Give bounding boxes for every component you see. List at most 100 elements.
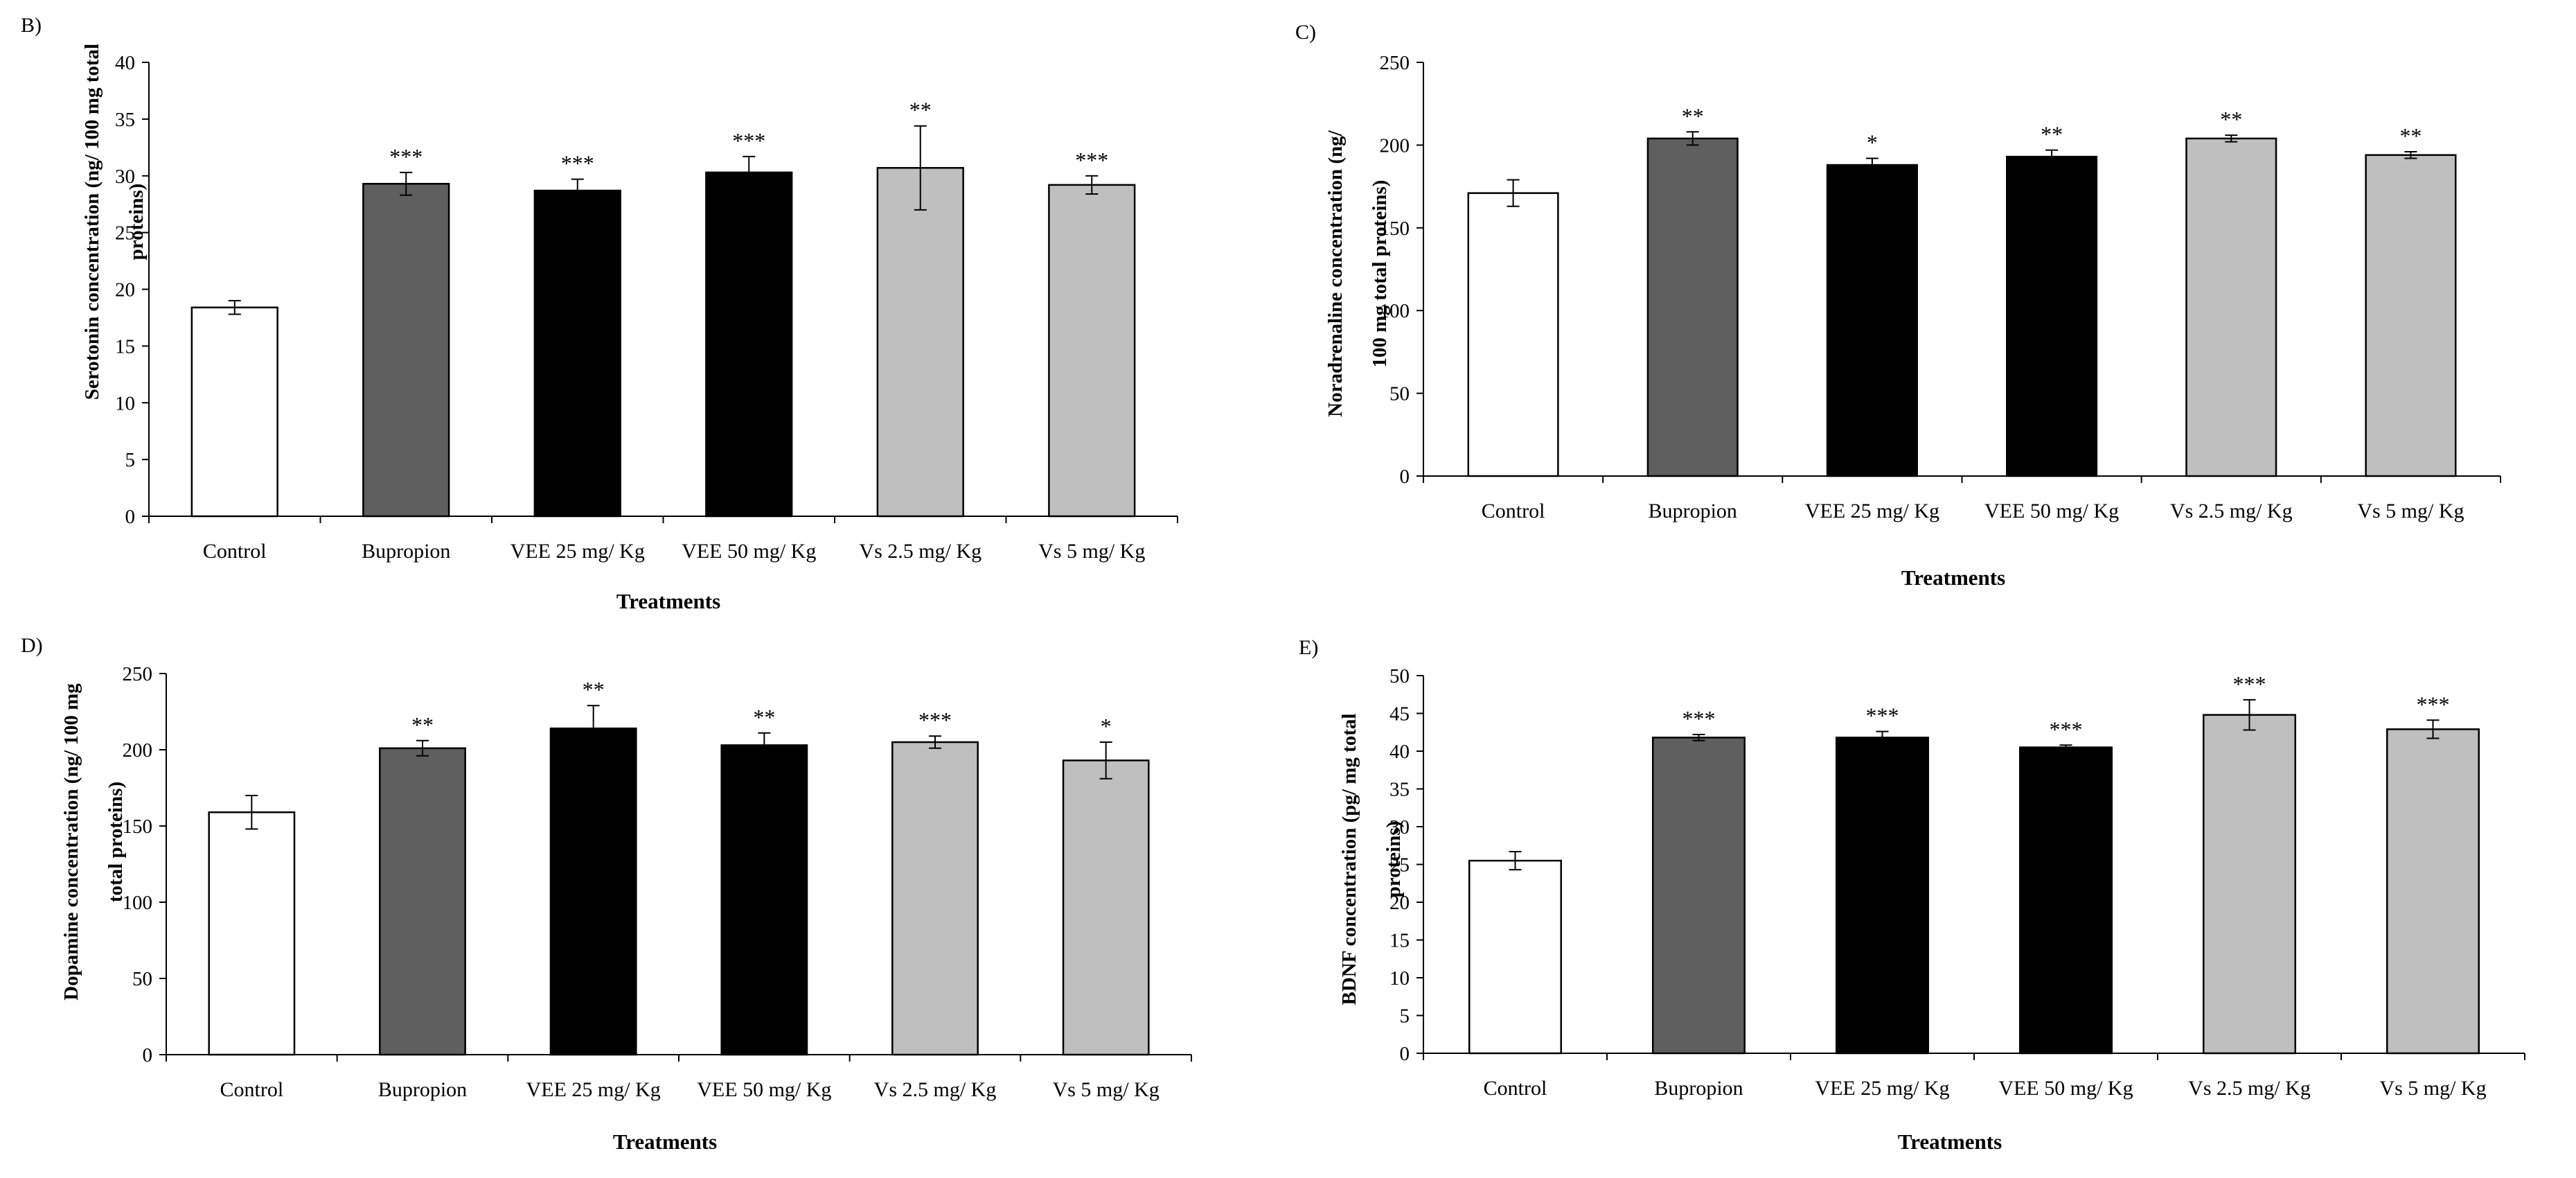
bar — [362, 182, 450, 518]
x-tick-label: Bupropion — [378, 1078, 467, 1101]
bar — [876, 167, 964, 518]
y-tick-label: 0 — [1400, 1043, 1410, 1065]
bar-chart-c: 0 50 100 150 200 250 Control ** Bupropion * VEE 25… — [1380, 52, 2501, 522]
y-tick-label: 35 — [115, 109, 135, 131]
bar — [891, 741, 979, 1056]
y-tick-label: 40 — [1389, 741, 1410, 763]
significance-label: *** — [732, 128, 765, 153]
x-tick-label: VEE 50 mg/ Kg — [697, 1078, 831, 1101]
bar — [1468, 859, 1562, 1055]
x-axis-title-c: Treatments — [1901, 565, 2006, 590]
y-tick-label: 50 — [132, 968, 152, 990]
x-tick-label: VEE 25 mg/ Kg — [526, 1078, 661, 1101]
y-tick-label: 5 — [1400, 1005, 1410, 1028]
x-tick-label: VEE 25 mg/ Kg — [510, 540, 645, 563]
x-tick-label: Control — [1482, 500, 1545, 522]
panel-letter-d: D) — [21, 634, 43, 657]
y-tick-label: 20 — [115, 279, 135, 301]
significance-label: * — [1867, 130, 1878, 155]
bar-chart-b: 0 5 10 15 20 25 30 35 40 Control *** Bupropion *** VE… — [115, 52, 1178, 563]
y-tick-label: 20 — [1389, 892, 1410, 914]
significance-label: *** — [1682, 706, 1716, 731]
x-tick-label: Vs 5 mg/ Kg — [2379, 1077, 2486, 1100]
y-axis-title-c: Noradrenaline concentration (ng/ 100 mg … — [1324, 130, 1391, 417]
significance-label: *** — [2233, 671, 2266, 696]
significance-label: ** — [753, 705, 775, 730]
significance-label: *** — [918, 707, 952, 732]
bar — [705, 171, 793, 518]
x-tick-label: VEE 50 mg/ Kg — [682, 540, 816, 563]
bar — [1062, 759, 1150, 1056]
x-tick-label: Bupropion — [1649, 500, 1737, 522]
bar-chart-d: 0 50 100 150 200 250 Control ** Bupropion ** VEE 2… — [123, 663, 1192, 1101]
bar — [1826, 164, 1918, 477]
x-tick-label: Vs 2.5 mg/ Kg — [2170, 500, 2293, 522]
significance-label: ** — [411, 712, 434, 737]
y-tick-label: 15 — [115, 335, 135, 358]
y-tick-label: 25 — [1389, 854, 1410, 877]
panel-letter-c: C) — [1295, 21, 1316, 44]
x-tick-label: Vs 2.5 mg/ Kg — [874, 1078, 997, 1101]
significance-label: ** — [583, 677, 605, 702]
bar — [190, 306, 278, 518]
x-tick-label: Bupropion — [1654, 1077, 1743, 1100]
y-tick-label: 0 — [143, 1044, 153, 1066]
bar-chart-e: 0 5 10 15 20 25 30 35 40 45 50 Control *** Bupropion *… — [1389, 665, 2525, 1100]
y-tick-label: 30 — [1389, 816, 1410, 838]
x-tick-label: VEE 25 mg/ Kg — [1805, 500, 1939, 522]
significance-label: *** — [2050, 717, 2083, 741]
x-axis-title-e: Treatments — [1897, 1129, 2002, 1154]
panel-letter-e: E) — [1299, 636, 1319, 659]
x-tick-label: VEE 50 mg/ Kg — [1998, 1077, 2133, 1100]
panel-letter-b: B) — [21, 14, 42, 37]
x-tick-label: Vs 2.5 mg/ Kg — [2188, 1077, 2311, 1100]
y-tick-label: 10 — [115, 392, 135, 414]
significance-label: *** — [561, 151, 594, 176]
bar — [2006, 155, 2098, 477]
y-tick-label: 250 — [1380, 52, 1410, 74]
bar — [2365, 154, 2457, 477]
y-tick-label: 5 — [125, 449, 136, 471]
x-tick-label: Control — [203, 540, 267, 563]
y-tick-label: 25 — [115, 222, 135, 245]
x-tick-label: Vs 5 mg/ Kg — [1053, 1078, 1160, 1101]
bar — [2386, 728, 2480, 1055]
x-tick-label: Bupropion — [362, 540, 450, 563]
chart-panel-b: B) Serotonin concentration (ng/ 100 mg t… — [0, 0, 1247, 613]
y-tick-label: 10 — [1389, 967, 1410, 990]
bar — [1646, 137, 1739, 477]
y-tick-label: 100 — [123, 892, 153, 914]
x-tick-label: Vs 5 mg/ Kg — [1038, 540, 1145, 563]
x-tick-label: Vs 2.5 mg/ Kg — [859, 540, 981, 563]
bar — [1836, 737, 1929, 1055]
y-tick-label: 100 — [1380, 300, 1410, 322]
significance-label: ** — [2041, 122, 2063, 147]
bar — [379, 747, 466, 1056]
x-tick-label: Control — [1484, 1077, 1547, 1100]
x-tick-label: VEE 50 mg/ Kg — [1984, 500, 2119, 522]
bar — [549, 727, 637, 1056]
bar — [2185, 137, 2277, 477]
y-tick-label: 40 — [115, 52, 135, 74]
significance-label: *** — [1075, 148, 1108, 173]
significance-label: *** — [389, 144, 423, 169]
bar — [208, 811, 296, 1056]
y-axis-title-e: BDNF concentration (pg/ mg total protein… — [1338, 713, 1405, 1005]
bar — [720, 744, 808, 1056]
y-tick-label: 35 — [1389, 779, 1410, 801]
significance-label: * — [1101, 714, 1112, 739]
significance-label: ** — [1682, 103, 1704, 128]
bar — [533, 189, 621, 518]
y-axis-title-b: Serotonin concentration (ng/ 100 mg tota… — [81, 43, 148, 401]
y-tick-label: 0 — [125, 506, 136, 528]
bar — [1652, 737, 1746, 1055]
significance-label: ** — [909, 98, 932, 123]
x-tick-label: Control — [220, 1078, 283, 1101]
y-tick-label: 200 — [123, 739, 153, 762]
x-axis-title-d: Treatments — [612, 1129, 718, 1154]
y-tick-label: 50 — [1389, 665, 1410, 687]
chart-panel-c: C) Noradrenaline concentration (ng/ 100 … — [1285, 0, 2573, 590]
significance-label: *** — [1866, 703, 1899, 728]
significance-label: ** — [2399, 123, 2422, 148]
y-tick-label: 150 — [123, 816, 153, 838]
